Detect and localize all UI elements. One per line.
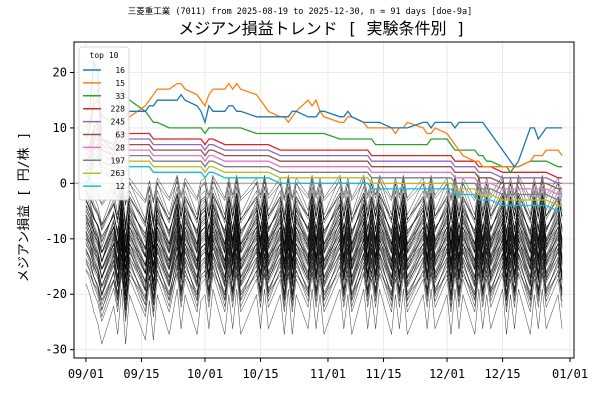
series-line-63 <box>85 131 563 190</box>
background-series-line <box>85 244 563 287</box>
background-series-line <box>85 214 563 252</box>
series-line-15 <box>85 82 563 168</box>
y-tick-label: -30 <box>45 343 67 357</box>
series-line-28 <box>85 137 563 196</box>
background-series-line <box>85 242 563 296</box>
legend-label-12: 12 <box>115 182 125 191</box>
legend-label-263: 263 <box>111 169 126 178</box>
legend-label-197: 197 <box>111 156 126 165</box>
legend: top 10 16 15 33 228 245 63 28 197 263 12 <box>78 46 130 201</box>
background-series-line <box>85 209 563 262</box>
legend-label-16: 16 <box>115 66 125 75</box>
background-series-line <box>85 259 563 318</box>
series-line-12 <box>85 154 563 212</box>
background-series-line <box>85 269 563 323</box>
y-axis-label: メジアン損益 [ 円/株 ] <box>17 132 32 282</box>
background-series-line <box>85 234 563 287</box>
x-tick-label: 09/15 <box>123 367 159 381</box>
legend-label-245: 245 <box>111 118 126 127</box>
series-line-197 <box>85 143 563 201</box>
background-series-line <box>85 221 563 254</box>
background-series-line <box>85 248 563 297</box>
background-series-line <box>85 219 563 262</box>
x-tick-label: 01/01 <box>552 367 588 381</box>
background-series-line <box>85 231 563 269</box>
x-tick-label: 12/01 <box>429 367 465 381</box>
background-series-line <box>85 205 563 237</box>
y-tick-label: 20 <box>53 65 67 79</box>
plot-frame <box>73 41 575 359</box>
series-line-263 <box>85 148 563 207</box>
background-series-line <box>85 269 563 302</box>
background-series-line <box>85 172 563 226</box>
series-line-33 <box>85 87 563 174</box>
series-clip-group <box>74 61 574 345</box>
series-line-16 <box>85 61 563 168</box>
x-tick-label: 09/01 <box>68 367 104 381</box>
y-tick-label: 0 <box>60 176 67 190</box>
background-series-line <box>85 182 563 230</box>
axes: 09/01 09/15 10/01 10/15 11/01 11/15 12/01 12/15… <box>45 41 588 381</box>
x-tick-label: 11/01 <box>310 367 346 381</box>
background-series-line <box>85 206 563 254</box>
legend-label-33: 33 <box>115 92 125 101</box>
y-tick-label: -10 <box>45 232 67 246</box>
x-tick-label: 11/15 <box>365 367 401 381</box>
legend-label-228: 228 <box>111 105 126 114</box>
background-series-line <box>85 200 563 254</box>
x-tick-label: 12/15 <box>485 367 521 381</box>
chart-suptitle: 三菱重工業 (7011) from 2025-08-19 to 2025-12-… <box>128 6 472 17</box>
legend-title: top 10 <box>90 51 119 60</box>
y-tick-label: -20 <box>45 287 67 301</box>
background-series-line <box>85 172 563 205</box>
background-series-line <box>85 283 563 345</box>
series-layer <box>74 61 574 345</box>
background-series-line <box>85 236 563 279</box>
background-series-line <box>85 225 563 279</box>
y-tick-label: 10 <box>53 121 67 135</box>
chart-title: メジアン損益トレンド [ 実験条件別 ] <box>178 19 466 38</box>
background-series-line <box>85 251 563 289</box>
background-series-line <box>85 179 563 206</box>
legend-label-15: 15 <box>115 79 125 88</box>
background-series-line <box>85 258 563 301</box>
legend-box <box>78 46 130 201</box>
series-line-245 <box>85 126 563 185</box>
legend-label-28: 28 <box>115 143 125 152</box>
x-tick-label: 10/15 <box>242 367 278 381</box>
x-tick-label: 10/01 <box>187 367 223 381</box>
background-series-line <box>85 222 563 271</box>
background-series-line <box>85 239 563 287</box>
background-series-line <box>85 193 563 226</box>
background-series-line <box>85 238 563 271</box>
background-series-line <box>85 217 563 271</box>
legend-label-63: 63 <box>115 131 125 140</box>
